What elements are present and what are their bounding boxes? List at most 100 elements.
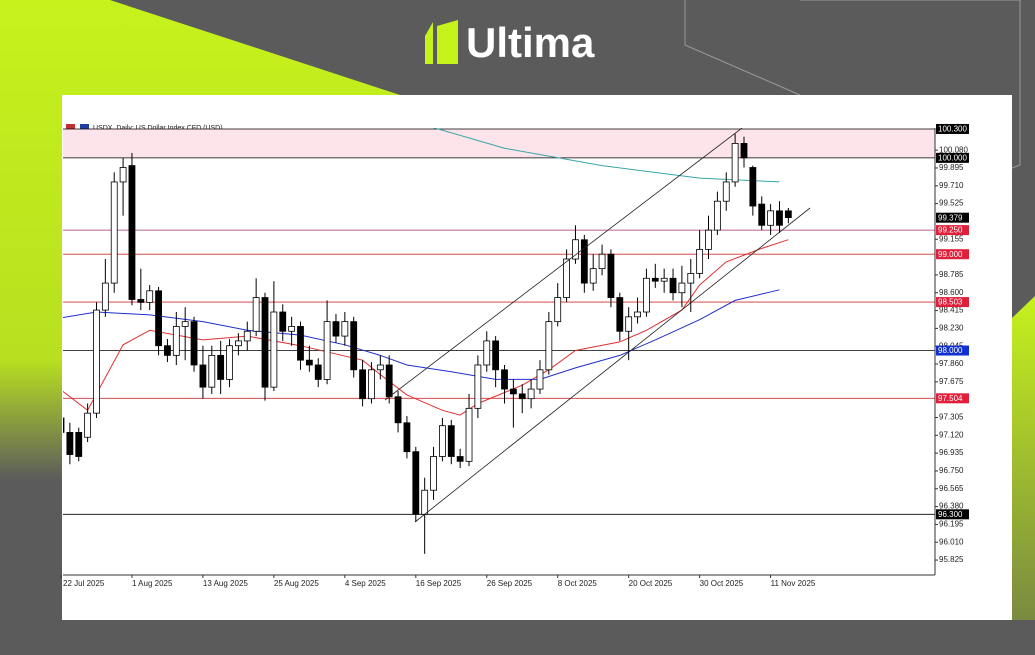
level-label: 99.000 xyxy=(938,250,963,259)
candle-body-down xyxy=(137,299,145,303)
price-zone xyxy=(63,128,935,158)
candle-body-down xyxy=(394,396,402,424)
candle-body-up xyxy=(634,311,641,318)
candle-body-down xyxy=(75,432,83,457)
x-tick-label: 11 Nov 2025 xyxy=(771,579,816,588)
candle-body-down xyxy=(297,326,304,361)
candle-body-down xyxy=(66,432,74,455)
candle-body-up xyxy=(110,181,118,284)
candle-body-up xyxy=(208,354,216,388)
level-label-box xyxy=(936,297,969,308)
candle-body-up xyxy=(572,239,579,260)
candle-body-down xyxy=(359,369,366,400)
candle-body-up xyxy=(465,407,473,462)
x-tick-label: 25 Aug 2025 xyxy=(274,579,319,588)
channel-line xyxy=(414,207,811,523)
candle-body-up xyxy=(93,309,100,414)
candle-body-down xyxy=(607,253,615,298)
candle-body-up xyxy=(643,277,650,313)
decor-line xyxy=(684,0,801,96)
candle-body-down xyxy=(155,290,162,347)
candle-body-down xyxy=(580,239,588,284)
y-tick-label: 99.155 xyxy=(939,234,964,243)
y-tick-label: 96.380 xyxy=(939,502,964,511)
candle-body-down xyxy=(403,422,411,453)
x-tick-label: 20 Oct 2025 xyxy=(629,579,673,588)
candle-body-up xyxy=(146,290,154,303)
candle-body-up xyxy=(234,340,242,347)
candle-body-down xyxy=(128,165,136,300)
candle-body-down xyxy=(749,167,757,207)
candle-body-down xyxy=(279,311,287,332)
candle-body-down xyxy=(509,388,517,395)
candle-body-up xyxy=(536,369,544,390)
brand-shape xyxy=(1012,296,1035,620)
candle-body-up xyxy=(705,229,712,250)
candle-body-down xyxy=(669,277,677,294)
level-label: 99.379 xyxy=(938,213,963,222)
candle-body-up xyxy=(226,345,233,380)
level-label: 100.300 xyxy=(938,125,967,134)
candle-body-up xyxy=(172,326,180,356)
decor-line xyxy=(800,0,1021,169)
candle-body-up xyxy=(563,258,570,298)
candle-body-down xyxy=(784,210,792,218)
logo-mark xyxy=(425,22,433,64)
y-tick-label: 96.750 xyxy=(939,466,964,475)
candle-body-up xyxy=(713,200,721,231)
brand-shape xyxy=(0,0,400,480)
candle-body-down xyxy=(651,277,659,282)
level-label-box xyxy=(936,212,969,223)
level-label-box xyxy=(936,509,969,520)
candle-body-down xyxy=(332,321,340,337)
level-label: 98.503 xyxy=(938,298,963,307)
level-label-box xyxy=(936,249,969,260)
y-tick-label: 96.935 xyxy=(939,448,964,457)
candle-body-up xyxy=(439,425,446,457)
x-tick-label: 13 Aug 2025 xyxy=(203,579,248,588)
candle-body-up xyxy=(119,167,127,183)
y-tick-label: 96.010 xyxy=(939,537,964,546)
y-tick-label: 97.860 xyxy=(939,359,964,368)
candle-body-up xyxy=(722,181,730,202)
candle-body-down xyxy=(63,417,65,433)
logo-mark xyxy=(437,20,458,64)
level-label-box xyxy=(936,393,969,404)
y-tick-label: 97.675 xyxy=(939,377,964,386)
brand-name: Ultima xyxy=(466,19,595,66)
y-tick-label: 99.525 xyxy=(939,199,964,208)
candle-body-up xyxy=(84,412,92,438)
candle-body-up xyxy=(101,282,109,311)
x-tick-label: 4 Sep 2025 xyxy=(345,579,386,588)
y-tick-label: 99.710 xyxy=(939,181,964,190)
y-tick-label: 98.415 xyxy=(939,306,964,315)
y-tick-label: 97.120 xyxy=(939,430,964,439)
candle-body-down xyxy=(314,364,322,380)
candle-body-down xyxy=(305,359,313,366)
level-label-box xyxy=(936,345,969,356)
candle-body-down xyxy=(350,321,358,371)
y-tick-label: 99.895 xyxy=(939,163,964,172)
candle-body-down xyxy=(199,364,207,388)
title-icons xyxy=(66,124,89,131)
plot-area xyxy=(63,128,935,554)
y-tick-label: 100.080 xyxy=(939,145,968,154)
y-tick-label: 97.305 xyxy=(939,413,964,422)
candle-body-up xyxy=(323,321,331,380)
chart-title: USDX, Daily: US Dollar Index CFD (USD) xyxy=(93,125,223,132)
candle-body-down xyxy=(501,369,508,390)
candle-body-up xyxy=(181,321,189,327)
x-tick-label: 26 Sep 2025 xyxy=(487,579,533,588)
logo: Ultima xyxy=(425,19,595,66)
x-tick-label: 16 Sep 2025 xyxy=(416,579,462,588)
candle-body-up xyxy=(270,311,278,388)
candle-body-down xyxy=(190,321,198,366)
candle-body-up xyxy=(598,253,606,270)
x-tick-label: 30 Oct 2025 xyxy=(700,579,744,588)
level-label: 100.000 xyxy=(938,153,967,162)
candle-body-up xyxy=(678,282,686,294)
candle-body-up xyxy=(252,297,260,332)
x-tick-label: 1 Aug 2025 xyxy=(132,579,173,588)
